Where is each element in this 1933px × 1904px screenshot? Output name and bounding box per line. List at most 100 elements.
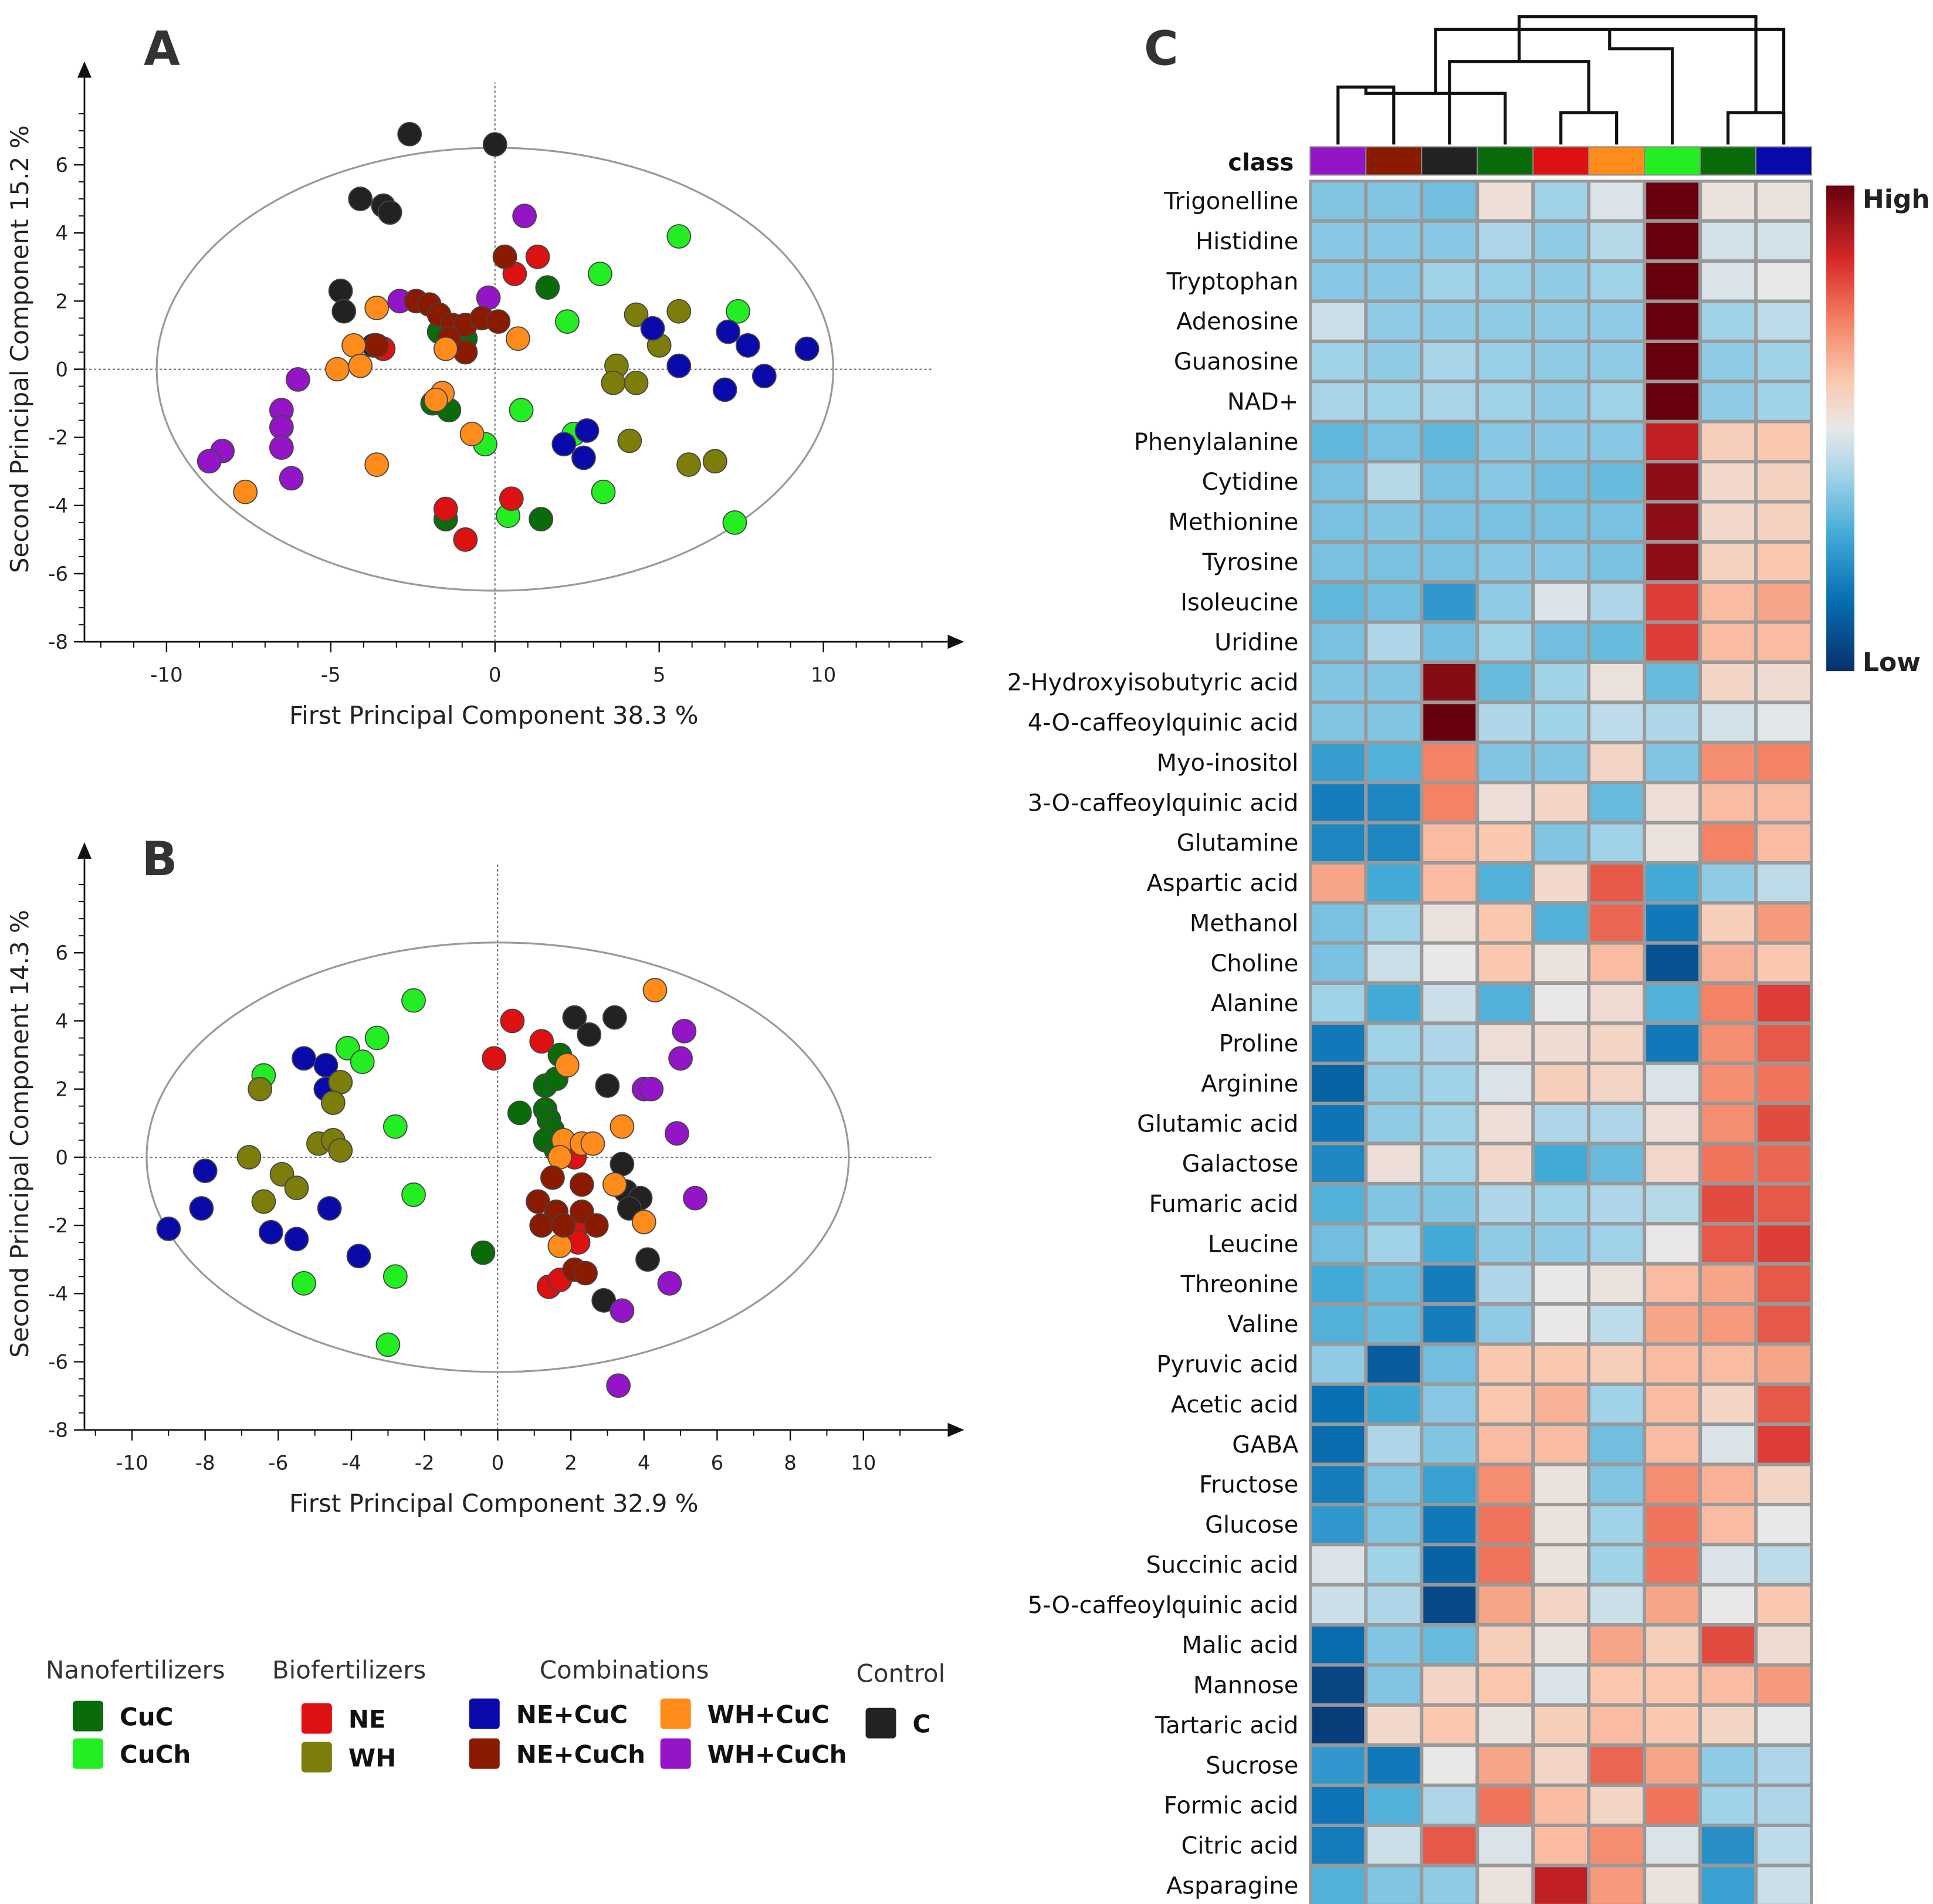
heatmap-cell [1702,1867,1755,1904]
heatmap-cell [1758,1627,1810,1664]
heatmap-cell [1758,1265,1810,1303]
heatmap-cell [1535,263,1587,300]
heatmap-cell [1646,663,1699,701]
heatmap-cell [1423,1827,1476,1864]
data-point [569,1172,594,1197]
heatmap-cell [1535,1346,1587,1383]
data-point [610,1114,635,1139]
heatmap-cell [1535,1306,1587,1343]
data-point [547,1234,573,1258]
heatmap-cell [1535,1546,1587,1583]
heatmap-cell [1590,1506,1643,1543]
row-label: Acetic acid [1171,1391,1299,1418]
heatmap-cell [1590,1627,1643,1664]
heatmap-cell [1423,503,1476,540]
row-label: Pyruvic acid [1156,1351,1298,1378]
heatmap-cell [1702,222,1755,260]
row-label: Uridine [1214,629,1298,656]
heatmap-cell [1702,1787,1755,1824]
heatmap-cell [1758,182,1810,219]
legend-item-label: C [913,1710,931,1739]
heatmap-cell [1646,744,1699,781]
heatmap-cell [1423,263,1476,300]
row-label: Leucine [1208,1231,1299,1258]
row-label: Threonine [1180,1271,1299,1298]
heatmap-cell [1758,1466,1810,1503]
heatmap-cell [1367,1586,1420,1624]
x-tick-label: 2 [564,1452,577,1475]
heatmap-cell [1646,1627,1699,1664]
row-label: Succinic acid [1146,1551,1299,1578]
data-point [683,1185,707,1211]
data-point [666,353,692,378]
data-point [617,428,642,453]
heatmap-cell [1535,1225,1587,1262]
legend-item-label: CuC [120,1703,173,1732]
data-point [529,1029,554,1054]
heatmap-cell [1312,1265,1365,1303]
heatmap-cell [1312,1025,1365,1062]
heatmap-cell [1479,1706,1532,1744]
y-tick-label: -6 [48,1351,68,1374]
heatmap-cell [1312,343,1365,380]
legend-swatch [301,1742,332,1773]
data-point [726,299,750,324]
heatmap-cell [1702,1827,1755,1864]
data-point [631,1210,656,1235]
heatmap-cell [1479,944,1532,981]
legend-group-title: Nanofertilizers [46,1656,225,1685]
heatmap-cell [1646,1706,1699,1744]
heatmap-cell [1367,1867,1420,1904]
x-axis-title: First Principal Component 38.3 % [289,701,699,730]
heatmap-cell [1367,383,1420,420]
heatmap-cell [1535,463,1587,500]
heatmap-cell [1479,1385,1532,1423]
data-point [328,279,353,303]
heatmap-cell [1535,1666,1587,1703]
row-label: Malic acid [1182,1632,1299,1659]
heatmap-cell [1646,182,1699,219]
heatmap-cell [1590,944,1643,981]
data-point [192,1158,218,1184]
heatmap-cell [1702,303,1755,340]
heatmap-cell [1702,463,1755,500]
heatmap-cell [1758,984,1810,1022]
data-point [509,398,534,423]
heatmap-cell [1590,864,1643,902]
heatmap-cell [1590,263,1643,300]
data-point [397,121,422,147]
heatmap-cell [1590,222,1643,260]
legend-swatch [301,1703,332,1734]
row-label: Phenylalanine [1134,429,1299,456]
data-point [364,1025,390,1051]
heatmap-cell [1758,1025,1810,1062]
data-point [602,1172,627,1197]
heatmap-cell [1367,704,1420,741]
data-point [722,510,747,535]
heatmap-cell [1479,1185,1532,1222]
heatmap-cell [1479,1586,1532,1624]
heatmap-cell [1535,343,1587,380]
heatmap-cell [1367,784,1420,821]
data-point [433,336,458,361]
data-point [401,988,426,1013]
heatmap-cell [1535,503,1587,540]
data-point [269,435,294,460]
data-point [702,449,727,474]
heatmap-cell [1423,744,1476,781]
y-tick-label: -2 [48,1214,68,1238]
heatmap-cell [1758,1385,1810,1423]
heatmap-cell [1702,904,1755,941]
heatmap-cell [1367,1627,1420,1664]
data-point [285,367,310,392]
data-point [433,496,458,521]
data-point [666,224,692,249]
heatmap-cell [1646,1747,1699,1784]
heatmap-cell [1646,1666,1699,1703]
heatmap-cell [1702,864,1755,902]
data-point [664,1121,689,1146]
data-point [284,1227,309,1252]
heatmap-cell [1479,1506,1532,1543]
x-axis-title: First Principal Component 32.9 % [289,1489,699,1518]
